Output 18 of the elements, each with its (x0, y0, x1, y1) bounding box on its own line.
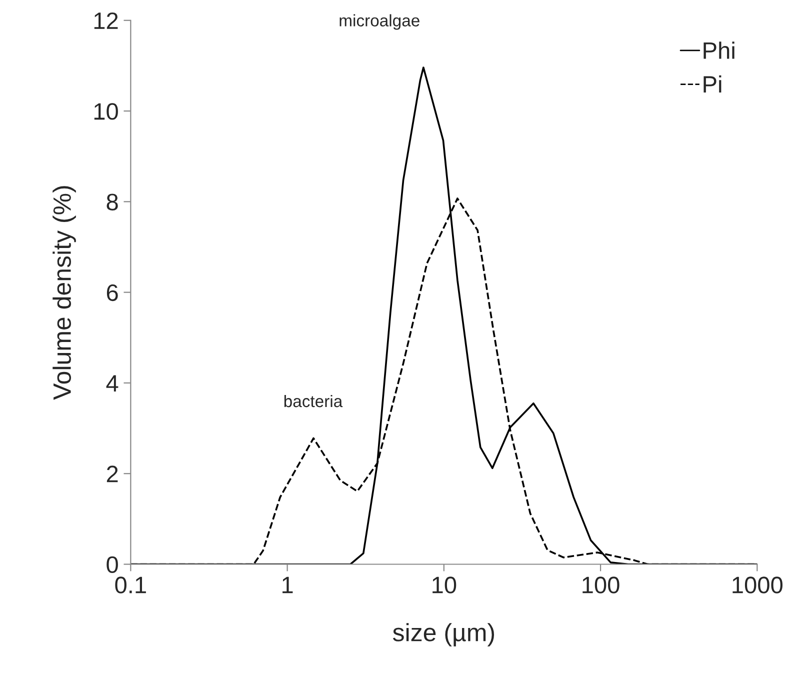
y-tick-label: 4 (106, 375, 118, 392)
y-tick-label: 12 (94, 12, 118, 29)
x-tick-label: 0.1 (115, 576, 146, 594)
y-tick-label: 6 (106, 284, 118, 302)
x-tick-label: 1 (282, 576, 293, 594)
y-tick-label: 8 (106, 194, 118, 210)
x-axis-title: size (µm) (392, 623, 494, 646)
x-tick-label: 10 (432, 576, 456, 594)
legend-label: Pi (704, 75, 722, 93)
x-tick-label: 100 (582, 576, 620, 594)
annotation: microalgae (340, 14, 420, 30)
legend-label: Phi (704, 42, 734, 59)
y-axis-title: Volume density (%) (52, 186, 76, 400)
annotation: bacteria (284, 394, 343, 408)
y-tick-label: 2 (106, 466, 118, 482)
y-tick-label: 10 (94, 103, 118, 120)
y-tick-label: 0 (106, 556, 118, 574)
x-tick-label: 1000 (732, 576, 782, 594)
